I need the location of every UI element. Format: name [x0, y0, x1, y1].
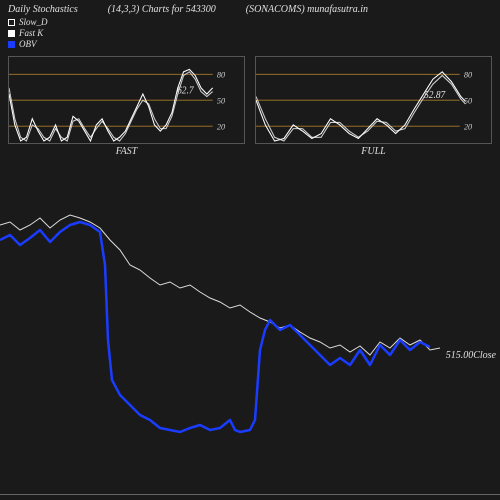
close-suffix: Close — [473, 350, 496, 361]
close-price-value: 515.00 — [446, 350, 474, 361]
mini-charts-row: 20508062.7 FAST 20508052.87 FULL — [0, 56, 500, 151]
mini-chart-fast-plot: 20 50 80 62.7 — [8, 56, 245, 144]
baseline-rule — [0, 494, 500, 495]
mini-chart-fast: 20508062.7 FAST — [8, 56, 245, 151]
svg-text:80: 80 — [217, 69, 226, 79]
svg-text:50: 50 — [217, 95, 226, 105]
legend-label-slow-d: Slow_D — [19, 17, 48, 28]
lower-chart — [0, 170, 500, 490]
mini-chart-fast-label: FAST — [8, 144, 245, 157]
legend-slow-d: Slow_D — [8, 17, 492, 28]
header-left: Daily Stochastics — [8, 4, 78, 15]
header-right: (SONACOMS) munafasutra.in — [246, 4, 368, 15]
legend-label-obv: OBV — [19, 39, 37, 50]
svg-text:20: 20 — [217, 121, 226, 131]
legend-fast-k: Fast K — [8, 28, 492, 39]
legend-label-fast-k: Fast K — [19, 28, 43, 39]
svg-text:80: 80 — [464, 69, 473, 79]
header-center: (14,3,3) Charts for 543300 — [108, 4, 216, 15]
close-price-label: 515.00Close — [446, 350, 496, 361]
legend-box-obv — [8, 41, 15, 48]
legend-box-slow-d — [8, 19, 15, 26]
chart-legend: Slow_D Fast K OBV — [0, 17, 500, 56]
svg-text:20: 20 — [464, 121, 473, 131]
mini-chart-full: 20508052.87 FULL — [255, 56, 492, 151]
legend-box-fast-k — [8, 30, 15, 37]
chart-header: Daily Stochastics (14,3,3) Charts for 54… — [0, 0, 500, 17]
legend-obv: OBV — [8, 39, 492, 50]
svg-text:52.87: 52.87 — [424, 90, 446, 101]
mini-chart-full-plot: 20508052.87 — [255, 56, 492, 144]
svg-text:62.7: 62.7 — [177, 85, 195, 96]
mini-chart-full-label: FULL — [255, 144, 492, 157]
